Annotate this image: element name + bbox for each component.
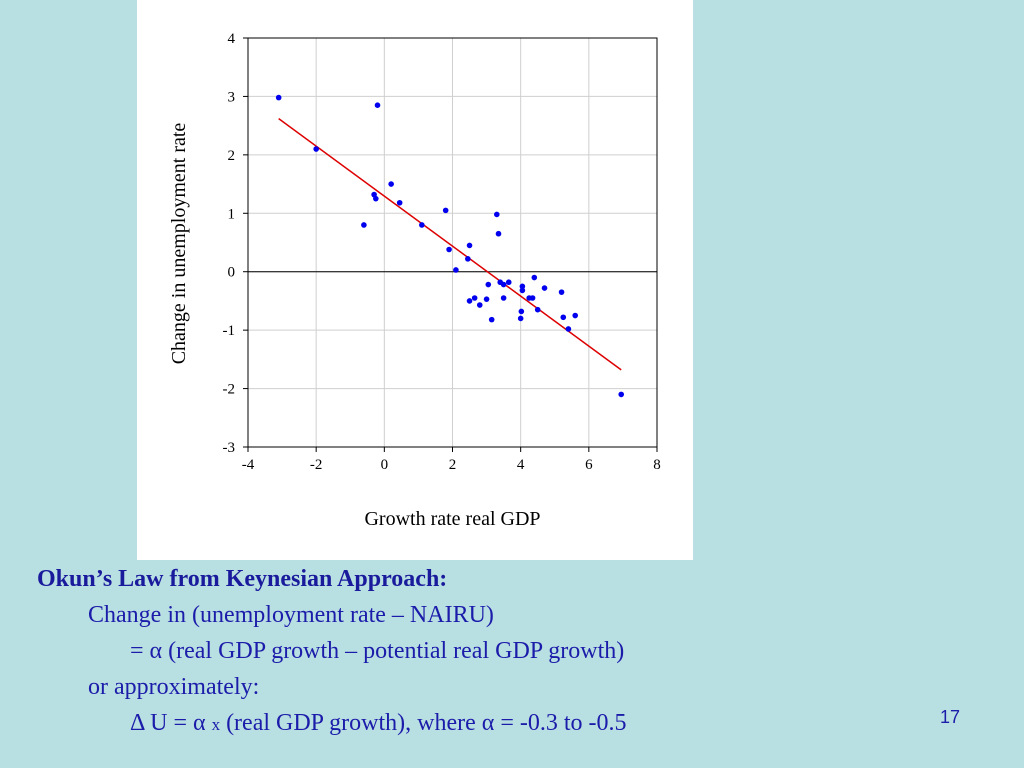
y-tick-label: -1 <box>223 323 236 339</box>
data-point <box>558 289 565 295</box>
data-point <box>519 283 526 290</box>
data-point <box>572 312 578 319</box>
text-line-2: = α (real GDP growth – potential real GD… <box>130 638 625 664</box>
x-tick-label: 0 <box>381 457 389 473</box>
data-point <box>466 298 473 304</box>
chart-panel: -4 -2 0 2 4 6 8 -3 -2 -1 0 1 2 3 4 Growth rate real GD… <box>137 0 693 560</box>
slide-number: 17 <box>940 707 961 727</box>
data-point <box>396 199 403 206</box>
x-tick-label: 4 <box>517 457 525 473</box>
data-point <box>466 242 473 249</box>
data-point <box>453 267 459 273</box>
y-axis-title: Change in unemployment rate <box>168 123 190 365</box>
data-point <box>373 195 379 202</box>
y-tick-label: 4 <box>228 31 236 47</box>
x-axis-title: Growth rate real GDP <box>364 508 540 530</box>
y-tick-label: -2 <box>223 382 236 398</box>
text-line-1: Change in (unemployment rate – NAIRU) <box>88 602 494 628</box>
data-point <box>565 326 572 332</box>
data-points <box>275 94 625 398</box>
scatter-chart: -4 -2 0 2 4 6 8 -3 -2 -1 0 1 2 3 4 Growth rate real GD… <box>168 31 661 530</box>
y-tick-label: 1 <box>228 206 236 222</box>
text-title: Okun’s Law from Keynesian Approach: <box>37 566 448 592</box>
data-point <box>517 315 524 322</box>
x-tick-label: 6 <box>585 457 593 473</box>
text-line-4-part-a: Δ U = α <box>130 710 212 736</box>
data-point <box>275 94 282 101</box>
y-tick-label: 0 <box>228 265 236 281</box>
y-tick-label: 2 <box>228 148 236 164</box>
data-point <box>500 281 507 288</box>
data-point <box>505 279 512 286</box>
data-point <box>471 295 478 301</box>
data-point <box>529 295 536 301</box>
data-point <box>442 207 449 214</box>
data-point <box>488 316 495 323</box>
data-point <box>494 211 500 218</box>
data-point <box>534 306 541 313</box>
x-tick-label: 2 <box>449 457 457 473</box>
text-line-4-times: x <box>211 715 221 734</box>
data-point <box>618 391 625 398</box>
data-point <box>531 274 538 281</box>
data-point <box>485 281 492 288</box>
text-line-4-part-c: (real GDP growth), where α = -0.3 to -0.… <box>220 710 627 736</box>
x-tick-label: 8 <box>653 457 661 473</box>
x-tick-label: -2 <box>310 457 323 473</box>
data-point <box>476 302 483 308</box>
data-point <box>313 146 319 152</box>
regression-line <box>278 118 622 371</box>
data-point <box>361 222 367 228</box>
data-point <box>419 222 425 228</box>
y-tick-label: 3 <box>228 89 236 105</box>
data-point <box>446 246 452 253</box>
data-point <box>483 296 490 302</box>
data-point <box>519 287 526 294</box>
data-point <box>518 308 525 315</box>
data-point <box>541 285 548 291</box>
data-point <box>374 102 381 108</box>
text-line-4: Δ U = α x (real GDP growth), where α = -… <box>130 710 627 737</box>
data-point <box>465 256 471 262</box>
x-tick-label: -4 <box>242 457 255 473</box>
text-line-3: or approximately: <box>88 674 260 700</box>
data-point <box>388 181 394 187</box>
data-point <box>495 230 502 237</box>
grid-lines <box>248 38 657 447</box>
y-tick-label: -3 <box>223 440 236 456</box>
data-point <box>500 295 507 301</box>
data-point <box>560 314 567 321</box>
axis-ticks: -4 -2 0 2 4 6 8 -3 -2 -1 0 1 2 3 4 <box>223 31 661 473</box>
